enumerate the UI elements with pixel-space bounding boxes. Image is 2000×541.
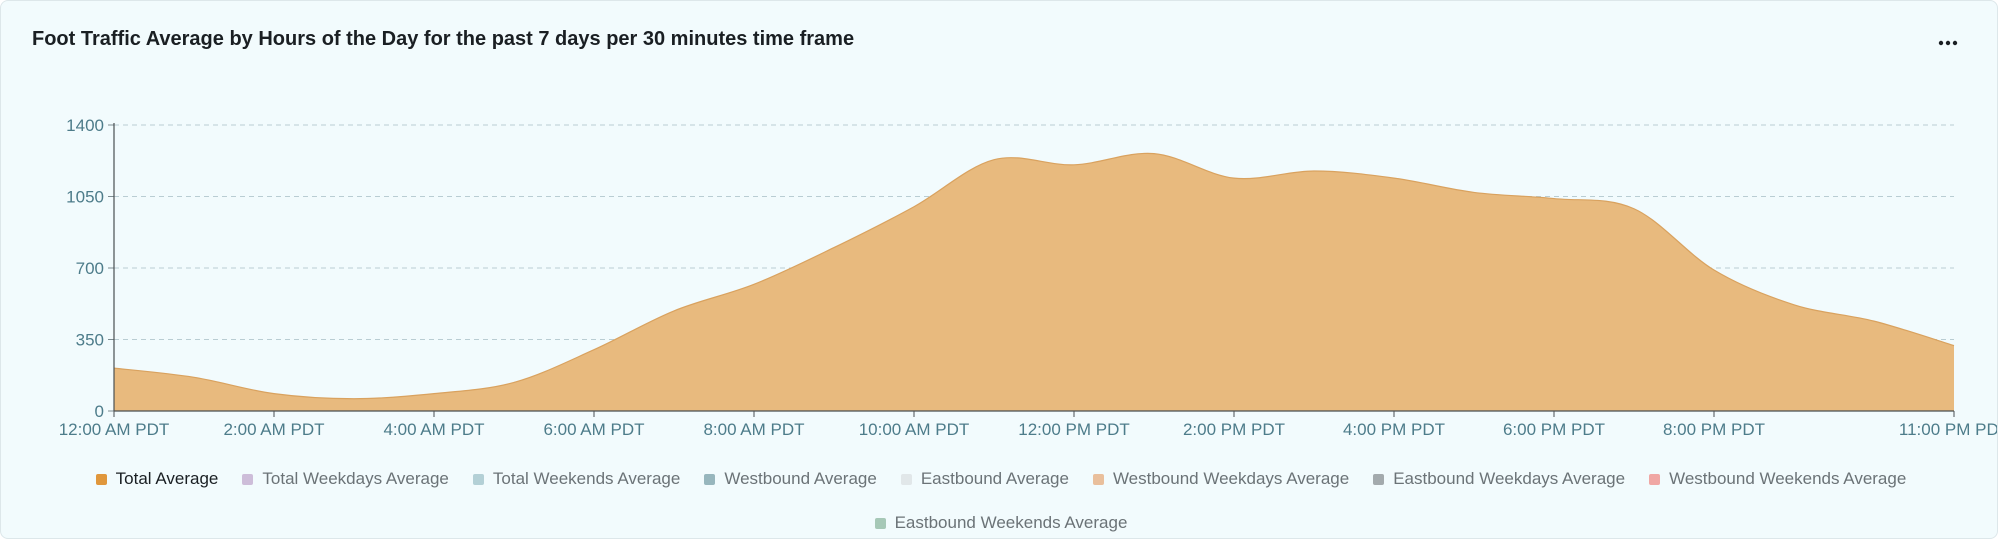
x-tick-label: 8:00 AM PDT	[703, 420, 804, 439]
legend-swatch	[472, 473, 484, 485]
area-series-total-average	[114, 153, 1954, 411]
legend-label: Westbound Weekdays Average	[1112, 469, 1350, 488]
x-tick-label: 6:00 AM PDT	[543, 420, 644, 439]
legend-label: Total Weekdays Average	[262, 469, 449, 488]
legend-item[interactable]: Eastbound Weekends Average	[874, 511, 1128, 535]
legend-swatch	[704, 473, 716, 485]
legend-item[interactable]: Total Average	[95, 467, 219, 491]
legend-label: Eastbound Weekdays Average	[1393, 469, 1626, 488]
legend-label: Eastbound Weekends Average	[894, 513, 1128, 532]
legend-item[interactable]: Total Weekends Average	[472, 467, 681, 491]
legend-swatch	[1092, 473, 1104, 485]
x-tick-label: 12:00 AM PDT	[59, 420, 170, 439]
legend-swatch	[1649, 473, 1661, 485]
legend-swatch	[1373, 473, 1385, 485]
legend-swatch	[242, 473, 254, 485]
y-tick-label: 350	[76, 331, 104, 350]
y-tick-label: 1400	[66, 116, 104, 135]
legend-label: Eastbound Average	[920, 469, 1069, 488]
x-tick-label: 10:00 AM PDT	[859, 420, 970, 439]
legend-item[interactable]: Eastbound Weekdays Average	[1373, 467, 1625, 491]
x-tick-label: 4:00 PM PDT	[1343, 420, 1445, 439]
legend-item[interactable]: Westbound Weekends Average	[1649, 467, 1906, 491]
legend-item[interactable]: Westbound Weekdays Average	[1092, 467, 1350, 491]
legend-swatch	[900, 473, 912, 485]
legend-item[interactable]: Westbound Average	[704, 467, 877, 491]
legend-label: Westbound Weekends Average	[1669, 469, 1907, 488]
x-tick-label: 12:00 PM PDT	[1018, 420, 1130, 439]
legend-item[interactable]: Total Weekdays Average	[242, 467, 449, 491]
x-tick-label: 6:00 PM PDT	[1503, 420, 1605, 439]
chart-title: Foot Traffic Average by Hours of the Day…	[32, 28, 855, 50]
legend-label: Total Weekends Average	[492, 469, 681, 488]
y-tick-label: 700	[76, 259, 104, 278]
legend-swatch	[95, 473, 107, 485]
area-chart: 0 350 700 1050 1400 12:00 AM PDT 2:00 AM PDT 4:…	[59, 116, 1998, 439]
x-tick-label: 2:00 AM PDT	[223, 420, 324, 439]
more-options-button[interactable]	[1933, 29, 1963, 57]
x-tick-label: 2:00 PM PDT	[1183, 420, 1285, 439]
x-tick-label: 11:00 PM PDT	[1899, 420, 1998, 439]
legend-item[interactable]: Eastbound Average	[900, 467, 1069, 491]
legend-label: Total Average	[115, 469, 219, 488]
x-tick-label: 4:00 AM PDT	[383, 420, 484, 439]
legend-label: Westbound Average	[724, 469, 877, 488]
chart-legend: Total Average Total Weekdays Average Total…	[61, 467, 1941, 535]
more-horizontal-icon	[1938, 40, 1958, 46]
line-series-total-average	[113, 152, 1955, 400]
legend-swatch	[874, 517, 886, 529]
x-tick-label: 8:00 PM PDT	[1663, 420, 1765, 439]
y-tick-label: 1050	[66, 188, 104, 207]
y-tick-label: 0	[95, 402, 104, 421]
